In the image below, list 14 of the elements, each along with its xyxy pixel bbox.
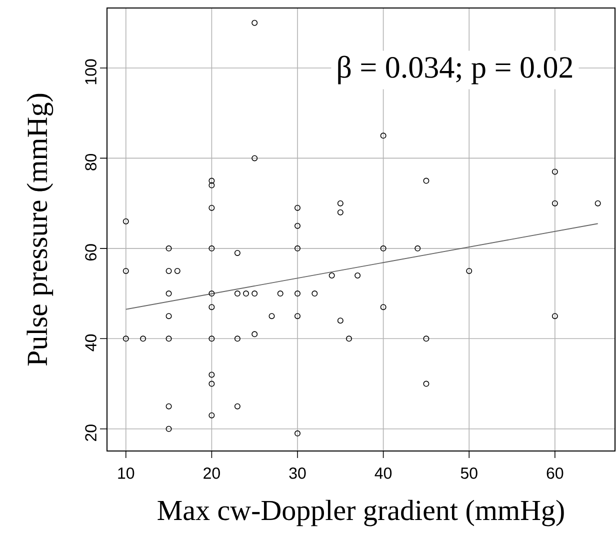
x-tick-label: 40	[374, 468, 392, 479]
y-tick-label: 80	[85, 154, 96, 170]
y-tick-label: 40	[85, 334, 96, 352]
y-tick-label: 100	[85, 59, 96, 84]
annotation: β = 0.034; p = 0.02	[338, 56, 572, 84]
y-tick-label: 60	[85, 244, 96, 261]
x-tick-label: 60	[546, 468, 564, 479]
x-tick-label: 30	[289, 468, 306, 479]
x-tick-label: 50	[460, 468, 478, 479]
y-tick-label: 20	[85, 424, 96, 441]
x-axis-title: Max cw-Doppler gradient (mmHg)	[158, 500, 564, 526]
x-tick-label: 20	[204, 468, 220, 479]
x-tick-label: 10	[118, 468, 134, 479]
y-axis-title: Pulse pressure (mmHg)	[26, 94, 54, 366]
